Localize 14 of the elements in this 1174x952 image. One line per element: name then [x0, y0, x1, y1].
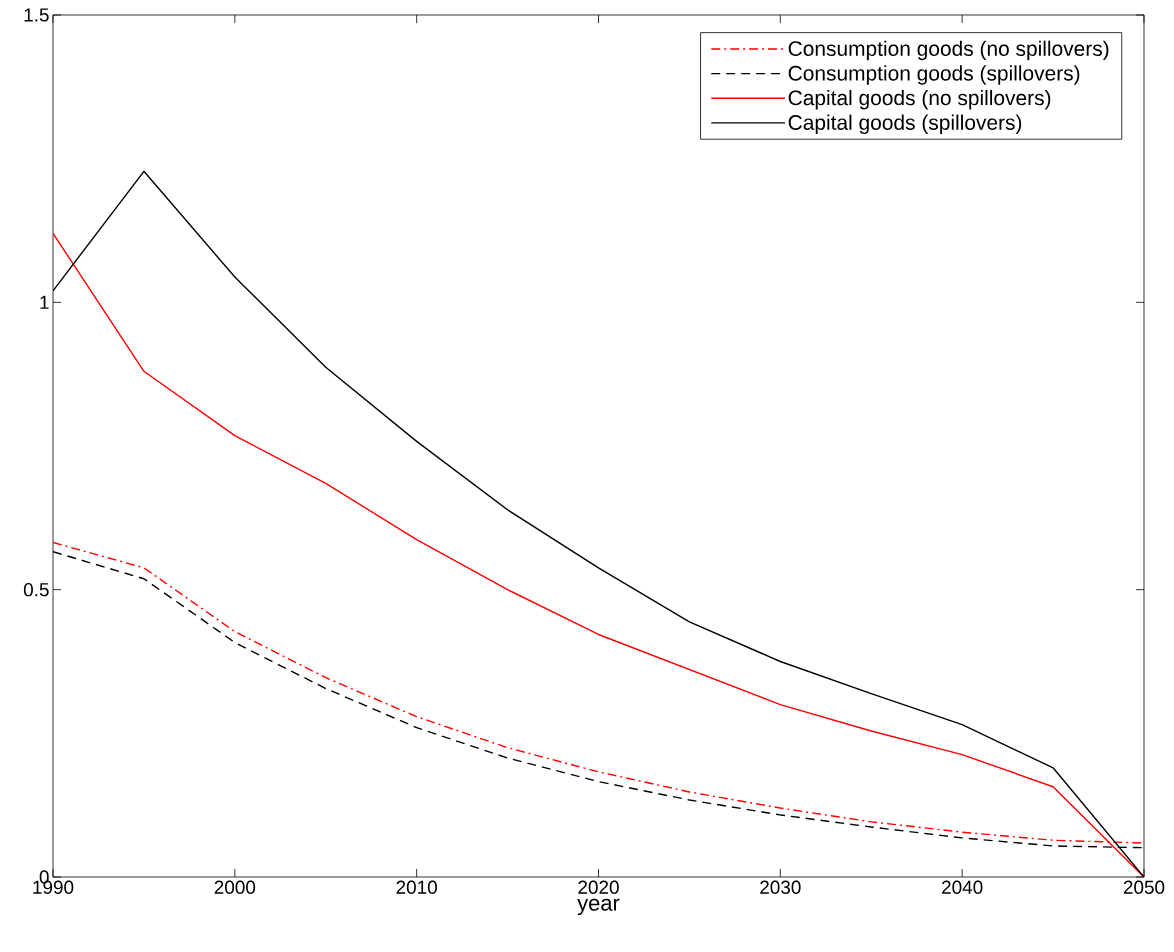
legend-label: Consumption goods (spillovers)	[788, 65, 1080, 85]
legend-label: Consumption goods (no spillovers)	[788, 40, 1109, 61]
x-tick-label: 2040	[942, 880, 983, 894]
y-tick-label: 0.5	[23, 582, 49, 597]
x-axis-title: year	[577, 898, 620, 916]
legend-label: Capital goods (spillovers)	[788, 114, 1022, 135]
x-tick-label: 2030	[760, 880, 801, 894]
x-tick-label: 2020	[578, 880, 619, 894]
x-tick-label: 2050	[1123, 880, 1165, 894]
legend-label: Capital goods (no spillovers)	[788, 89, 1051, 110]
y-tick-label: 1	[40, 295, 49, 309]
y-tick-label: 1.5	[24, 8, 49, 22]
x-tick-label: 2000	[214, 880, 256, 894]
x-tick-label: 2010	[396, 880, 437, 894]
